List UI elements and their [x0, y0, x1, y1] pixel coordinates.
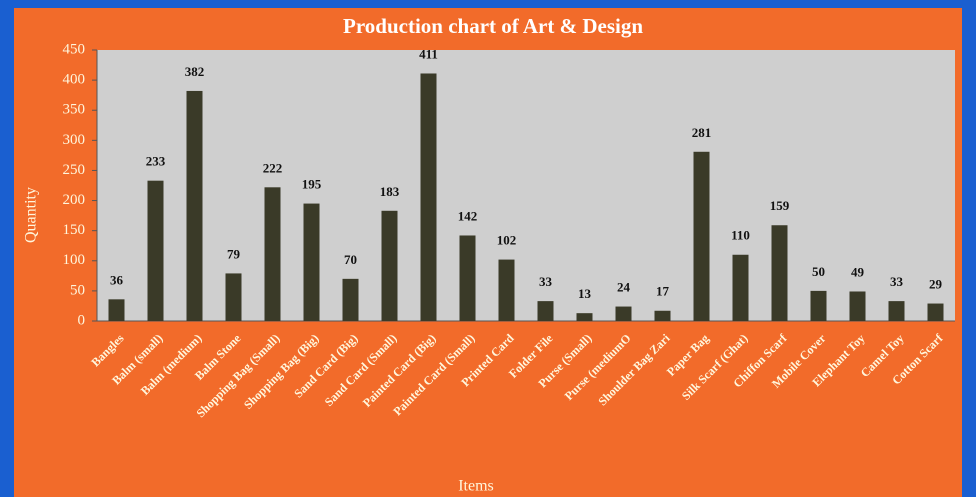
- chart-title: Production chart of Art & Design: [343, 14, 643, 38]
- bar: [849, 291, 866, 321]
- value-label: 29: [929, 277, 943, 292]
- value-label: 79: [227, 246, 241, 261]
- bar: [342, 278, 359, 321]
- y-tick-label: 100: [63, 252, 86, 268]
- bar: [693, 151, 710, 321]
- value-label: 233: [146, 154, 166, 169]
- value-label: 110: [731, 228, 750, 243]
- y-tick-label: 0: [78, 312, 86, 328]
- y-tick-label: 200: [63, 192, 86, 208]
- y-tick-label: 150: [63, 222, 86, 238]
- bar: [264, 187, 281, 321]
- bar: [108, 299, 125, 321]
- x-axis-label: Items: [458, 478, 494, 495]
- bar: [810, 290, 827, 321]
- value-label: 49: [851, 264, 865, 279]
- value-label: 17: [656, 284, 670, 299]
- value-label: 50: [812, 264, 825, 279]
- y-tick-label: 350: [63, 102, 86, 118]
- value-label: 142: [458, 208, 478, 223]
- value-label: 102: [497, 233, 517, 248]
- value-label: 222: [263, 160, 283, 175]
- value-label: 195: [302, 177, 322, 192]
- value-label: 411: [419, 46, 438, 61]
- value-label: 33: [539, 274, 553, 289]
- bar: [303, 203, 320, 321]
- y-tick-label: 50: [70, 282, 85, 298]
- bar: [420, 73, 437, 321]
- value-label: 159: [770, 198, 790, 213]
- value-label: 183: [380, 184, 400, 199]
- value-label: 382: [185, 64, 205, 79]
- value-label: 36: [110, 272, 124, 287]
- value-label: 24: [617, 280, 631, 295]
- value-label: 70: [344, 252, 357, 267]
- y-tick-label: 400: [63, 72, 86, 88]
- y-axis-label: Quantity: [23, 187, 40, 243]
- value-label: 281: [692, 125, 712, 140]
- bar: [537, 301, 554, 321]
- bar: [459, 235, 476, 321]
- bar: [732, 254, 749, 321]
- bar: [147, 180, 164, 321]
- bar: [498, 259, 515, 321]
- value-label: 33: [890, 274, 904, 289]
- bar: [654, 310, 671, 321]
- bar: [225, 273, 242, 321]
- y-tick-label: 450: [63, 41, 86, 57]
- bar: [576, 313, 593, 321]
- bar: [888, 301, 905, 321]
- bar: [927, 303, 944, 321]
- bar: [186, 90, 203, 321]
- bar: [381, 210, 398, 321]
- y-tick-label: 250: [63, 162, 86, 178]
- y-tick-label: 300: [63, 132, 86, 148]
- bar: [771, 225, 788, 321]
- bar: [615, 306, 632, 321]
- value-label: 13: [578, 286, 592, 301]
